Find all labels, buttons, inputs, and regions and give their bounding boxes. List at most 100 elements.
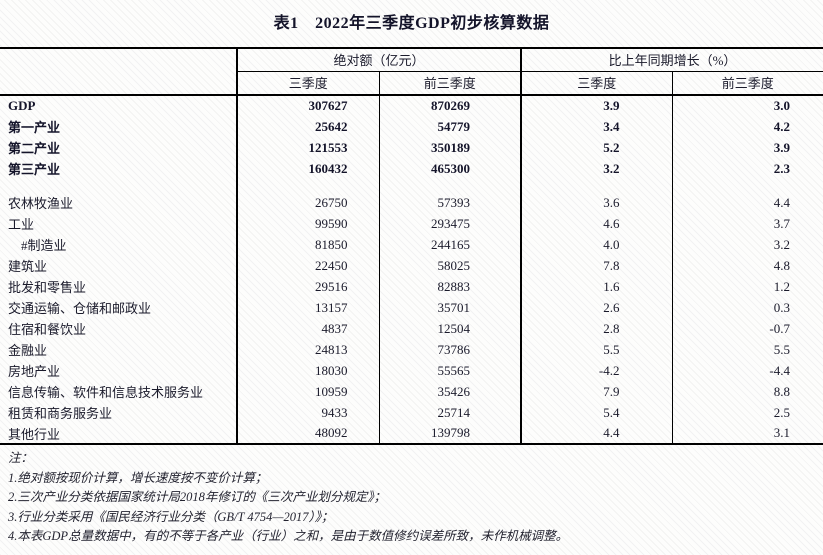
col-header-first3q-absolute: 前三季度 (378, 71, 522, 96)
cell-first3q-absolute: 465300 (378, 158, 522, 179)
cell-q3-growth: 3.4 (520, 116, 673, 137)
table-row: 建筑业 22450 58025 7.8 4.8 (0, 255, 823, 276)
notes-heading: 注： (8, 451, 34, 465)
row-label: 批发和零售业 (8, 280, 87, 295)
cell-first3q-growth: 3.9 (671, 137, 823, 158)
col-header-q3-growth: 三季度 (520, 71, 673, 96)
row-label: 信息传输、软件和信息技术服务业 (8, 385, 204, 400)
cell-q3-absolute (236, 179, 379, 192)
cell-q3-absolute: 81850 (236, 234, 379, 255)
cell-q3-absolute: 160432 (236, 158, 379, 179)
row-label: 建筑业 (8, 259, 48, 274)
table-row: 信息传输、软件和信息技术服务业 10959 35426 7.9 8.8 (0, 381, 823, 402)
row-label: GDP (8, 98, 36, 113)
row-label: 交通运输、仓储和邮政业 (8, 301, 152, 316)
cell-q3-absolute: 25642 (236, 116, 379, 137)
row-label: 第三产业 (8, 162, 61, 177)
cell-first3q-absolute: 293475 (378, 213, 522, 234)
note-item-1: 1.绝对额按现价计算，增长速度按不变价计算； (8, 470, 268, 485)
row-label: 其他行业 (8, 426, 61, 442)
table-header: 绝对额（亿元） 比上年同期增长（%） 三季度 前三季度 三季度 前三季度 (0, 48, 823, 96)
table-row: 租赁和商务服务业 9433 25714 5.4 2.5 (0, 402, 823, 423)
cell-q3-growth: 4.6 (520, 213, 673, 234)
cell-first3q-absolute (378, 179, 522, 192)
cell-q3-absolute: 18030 (236, 360, 379, 381)
cell-q3-absolute: 4837 (236, 318, 379, 339)
table-row: 第三产业 160432 465300 3.2 2.3 (0, 158, 823, 179)
table-row (0, 179, 823, 192)
cell-first3q-absolute: 55565 (378, 360, 522, 381)
cell-q3-growth: 5.4 (520, 402, 673, 423)
cell-first3q-growth: 5.5 (671, 339, 823, 360)
cell-first3q-absolute: 57393 (378, 192, 522, 213)
cell-first3q-absolute: 12504 (378, 318, 522, 339)
table-row: 房地产业 18030 55565 -4.2 -4.4 (0, 360, 823, 381)
note-item-2: 2.三次产业分类依据国家统计局2018年修订的《三次产业划分规定》； (8, 490, 387, 504)
cell-q3-absolute: 121553 (236, 137, 379, 158)
note-item-4: 4.本表GDP总量数据中，有的不等于各产业（行业）之和，是由于数值修约误差所致，… (8, 529, 569, 543)
cell-first3q-absolute: 35701 (378, 297, 522, 318)
cell-q3-growth: 1.6 (520, 276, 673, 297)
cell-q3-growth (520, 179, 673, 192)
cell-first3q-growth: -4.4 (671, 360, 823, 381)
table-body: GDP 307627 870269 3.9 3.0 第一产业 25642 547… (0, 95, 823, 444)
cell-q3-growth: 5.2 (520, 137, 673, 158)
cell-q3-growth: 3.6 (520, 192, 673, 213)
cell-first3q-absolute: 54779 (378, 116, 522, 137)
cell-q3-absolute: 10959 (236, 381, 379, 402)
row-label: 第二产业 (8, 141, 61, 156)
table-row: 批发和零售业 29516 82883 1.6 1.2 (0, 276, 823, 297)
table-row: 其他行业 48092 139798 4.4 3.1 (0, 423, 823, 444)
row-label: #制造业 (21, 238, 67, 253)
row-label: 工业 (8, 217, 35, 232)
cell-first3q-absolute: 139798 (378, 423, 522, 444)
row-label (0, 179, 237, 192)
cell-q3-growth: 3.9 (520, 95, 673, 116)
cell-first3q-absolute: 350189 (378, 137, 522, 158)
cell-first3q-absolute: 73786 (378, 339, 522, 360)
cell-first3q-growth: 3.7 (671, 213, 823, 234)
page-title: 表1 2022年三季度GDP初步核算数据 (273, 15, 550, 32)
cell-q3-absolute: 48092 (236, 423, 379, 444)
cell-first3q-growth: 3.1 (671, 423, 823, 444)
col-header-q3-absolute: 三季度 (236, 71, 379, 96)
cell-first3q-growth: 1.2 (671, 276, 823, 297)
cell-first3q-growth: 4.4 (671, 192, 823, 213)
cell-first3q-growth: 3.0 (671, 95, 823, 116)
cell-first3q-absolute: 25714 (378, 402, 522, 423)
cell-first3q-absolute: 870269 (378, 95, 522, 116)
cell-q3-growth: 7.9 (520, 381, 673, 402)
table-row: GDP 307627 870269 3.9 3.0 (0, 95, 823, 116)
cell-q3-absolute: 26750 (236, 192, 379, 213)
cell-first3q-growth (671, 179, 823, 192)
absolute-amount-group-header: 绝对额（亿元） (235, 48, 522, 72)
col-header-first3q-growth: 前三季度 (671, 71, 823, 96)
cell-first3q-growth: 4.8 (671, 255, 823, 276)
cell-q3-absolute: 22450 (236, 255, 379, 276)
cell-q3-growth: -4.2 (520, 360, 673, 381)
cell-first3q-absolute: 58025 (378, 255, 522, 276)
table-row: #制造业 81850 244165 4.0 3.2 (0, 234, 823, 255)
cell-q3-growth: 5.5 (520, 339, 673, 360)
cell-q3-absolute: 13157 (236, 297, 379, 318)
growth-group-header: 比上年同期增长（%） (520, 48, 823, 72)
cell-first3q-growth: 2.3 (671, 158, 823, 179)
row-label: 住宿和餐饮业 (8, 322, 87, 337)
cell-q3-growth: 4.0 (520, 234, 673, 255)
row-label: 金融业 (8, 343, 48, 358)
cell-q3-growth: 2.8 (520, 318, 673, 339)
notes: 注： 1.绝对额按现价计算，增长速度按不变价计算； 2.三次产业分类依据国家统计… (0, 445, 823, 547)
row-label-header (0, 48, 237, 96)
note-item-3: 3.行业分类采用《国民经济行业分类（GB/T 4754—2017）》； (8, 509, 334, 524)
cell-first3q-growth: -0.7 (671, 318, 823, 339)
table-row: 第一产业 25642 54779 3.4 4.2 (0, 116, 823, 137)
cell-q3-absolute: 9433 (236, 402, 379, 423)
cell-q3-growth: 4.4 (520, 423, 673, 444)
table-row: 交通运输、仓储和邮政业 13157 35701 2.6 0.3 (0, 297, 823, 318)
table-row: 工业 99590 293475 4.6 3.7 (0, 213, 823, 234)
gdp-table: 绝对额（亿元） 比上年同期增长（%） 三季度 前三季度 三季度 前三季度 GDP… (0, 47, 823, 445)
cell-q3-absolute: 307627 (236, 95, 379, 116)
cell-q3-absolute: 29516 (236, 276, 379, 297)
cell-q3-growth: 3.2 (520, 158, 673, 179)
